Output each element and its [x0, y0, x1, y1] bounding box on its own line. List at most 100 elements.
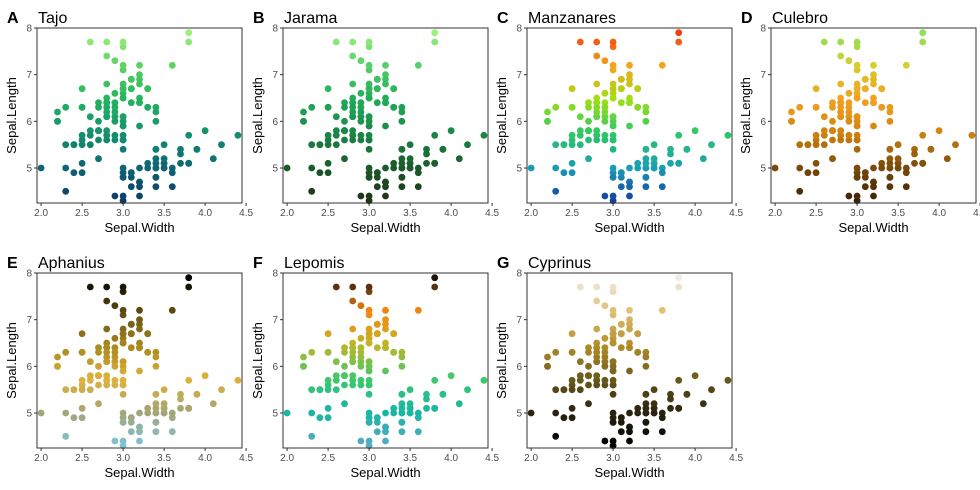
data-point [382, 80, 389, 88]
data-point [837, 38, 845, 46]
y-axis-title: Sepal.Length [494, 77, 509, 154]
x-tick-label: 2.5 [321, 208, 335, 219]
data-point [54, 117, 61, 125]
data-point [552, 164, 560, 172]
data-point [365, 437, 373, 445]
data-point [617, 75, 625, 83]
data-point [886, 108, 894, 116]
data-point [119, 325, 127, 333]
data-point [283, 409, 291, 417]
data-point [144, 103, 152, 111]
x-axis-title: Sepal.Width [350, 220, 420, 235]
data-point [103, 38, 111, 46]
y-tick-label: 5 [272, 409, 278, 420]
data-point [658, 428, 666, 436]
points-group [771, 29, 976, 205]
data-point [324, 376, 332, 384]
data-point [324, 136, 332, 144]
data-point [568, 141, 576, 149]
data-point [62, 348, 70, 356]
data-point [642, 404, 650, 412]
data-point [593, 297, 601, 305]
data-point [642, 173, 650, 181]
data-point [119, 122, 127, 130]
data-point [357, 117, 365, 125]
data-point [829, 127, 836, 135]
data-point [357, 348, 365, 356]
data-point [357, 381, 365, 389]
data-point [111, 103, 119, 111]
data-point [390, 85, 398, 93]
data-point [667, 390, 674, 398]
data-point [406, 164, 414, 172]
data-point [423, 145, 430, 153]
data-point [201, 127, 209, 135]
data-point [119, 61, 127, 69]
data-point [455, 155, 463, 163]
data-point [95, 155, 102, 163]
data-point [365, 145, 373, 153]
data-point [911, 150, 918, 158]
data-point [886, 173, 894, 181]
data-point [642, 103, 650, 111]
data-point [398, 145, 406, 153]
data-point [576, 113, 584, 121]
data-point [111, 117, 119, 125]
data-point [70, 386, 78, 394]
data-point [349, 297, 357, 305]
data-point [699, 400, 707, 408]
data-point [593, 358, 601, 366]
data-point [617, 85, 625, 93]
data-point [111, 89, 119, 97]
data-point [160, 164, 168, 172]
data-point [349, 348, 357, 356]
data-point [308, 432, 316, 440]
data-point [365, 61, 373, 69]
points-group [283, 274, 488, 450]
x-tick-label: 3.5 [157, 208, 171, 219]
y-tick-label: 6 [26, 117, 32, 128]
data-point [552, 141, 560, 149]
panel-border [770, 27, 977, 204]
x-tick-label: 3.0 [362, 208, 376, 219]
data-point [152, 145, 160, 153]
data-point [136, 409, 143, 417]
data-point [675, 131, 683, 139]
data-point [357, 437, 365, 445]
data-point [902, 183, 910, 191]
data-point [316, 141, 324, 149]
data-point [617, 330, 625, 338]
data-point [201, 372, 209, 380]
y-tick-label: 7 [516, 315, 522, 326]
data-point [119, 409, 127, 417]
data-point [185, 131, 193, 139]
data-point [642, 390, 650, 398]
data-point [626, 320, 633, 328]
data-point [667, 159, 674, 167]
data-point [609, 409, 617, 417]
data-point [870, 183, 877, 191]
data-point [103, 127, 111, 135]
data-point [544, 108, 551, 116]
data-point [119, 131, 127, 139]
data-point [78, 414, 86, 422]
data-point [365, 311, 373, 319]
data-point [853, 173, 861, 181]
data-point [341, 136, 348, 144]
data-point [829, 117, 836, 125]
data-point [626, 99, 633, 107]
data-point [382, 75, 389, 83]
data-point [911, 145, 918, 153]
data-point [119, 306, 127, 314]
data-point [812, 159, 820, 167]
data-point [185, 38, 193, 46]
data-point [119, 311, 127, 319]
data-point [919, 29, 927, 37]
data-point [316, 169, 324, 177]
data-point [878, 103, 886, 111]
data-point [609, 117, 617, 125]
data-point [127, 428, 135, 436]
data-point [152, 409, 160, 417]
data-point [86, 127, 94, 135]
data-point [853, 61, 861, 69]
